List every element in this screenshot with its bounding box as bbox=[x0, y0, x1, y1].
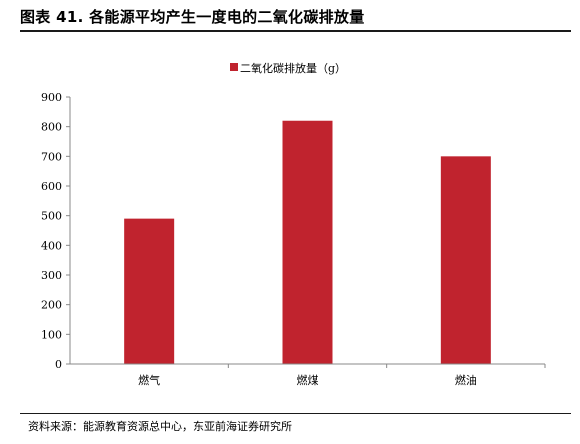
y-tick-label: 700 bbox=[41, 150, 62, 163]
bar bbox=[124, 218, 175, 364]
y-tick-label: 500 bbox=[41, 210, 62, 223]
y-tick-label: 200 bbox=[41, 299, 62, 312]
legend-swatch bbox=[230, 63, 238, 71]
x-tick-label: 燃油 bbox=[455, 373, 477, 387]
y-tick-label: 600 bbox=[41, 180, 62, 193]
y-tick-label: 300 bbox=[41, 269, 62, 282]
y-tick-label: 400 bbox=[41, 239, 62, 252]
y-tick-label: 100 bbox=[41, 328, 62, 341]
y-tick-label: 0 bbox=[55, 358, 62, 371]
x-tick-label: 燃气 bbox=[138, 373, 160, 387]
bar-chart: 二氧化碳排放量（g） 0100200300400500600700800900 … bbox=[41, 61, 546, 387]
x-tick-label: 燃煤 bbox=[297, 373, 319, 387]
footer-divider bbox=[20, 413, 571, 414]
title-divider bbox=[20, 30, 571, 32]
legend-label: 二氧化碳排放量（g） bbox=[240, 61, 346, 75]
y-tick-label: 800 bbox=[41, 121, 62, 134]
y-tick-label: 900 bbox=[41, 91, 62, 104]
legend: 二氧化碳排放量（g） bbox=[230, 61, 346, 75]
bars bbox=[124, 120, 491, 364]
y-axis: 0 100 200 300 400 500 600 700 800 900 bbox=[41, 91, 71, 371]
bar bbox=[282, 120, 333, 364]
x-axis: 燃气 燃煤 燃油 bbox=[70, 363, 546, 387]
source-note: 资料来源：能源教育资源总中心，东亚前海证券研究所 bbox=[28, 420, 292, 433]
chart-title: 图表 41. 各能源平均产生一度电的二氧化碳排放量 bbox=[20, 8, 365, 26]
bar bbox=[440, 156, 491, 364]
